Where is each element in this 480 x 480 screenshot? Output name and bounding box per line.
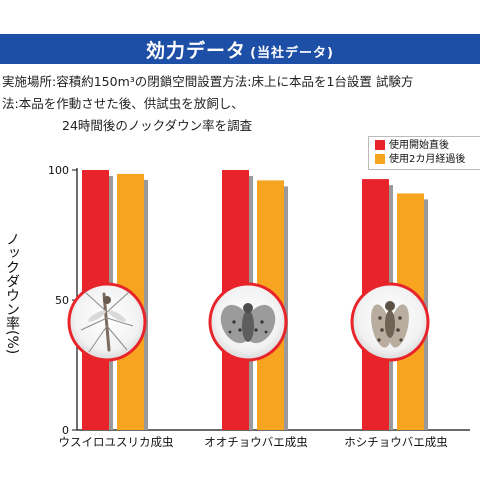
mosquito-like-midge-icon bbox=[67, 282, 147, 362]
bar-shadow bbox=[144, 179, 148, 430]
description-line-1: 実施場所:容積約150m³の閉鎖空間設置方法:床上に本品を1台設置 試験方 bbox=[2, 74, 414, 89]
spotted-moth-fly-icon bbox=[350, 282, 430, 362]
legend-item-1: 使用開始直後 bbox=[375, 139, 449, 153]
category-label-3: ホシチョウバエ成虫 bbox=[344, 435, 448, 449]
legend-swatch-2 bbox=[375, 154, 385, 164]
title-subtitle: (当社データ) bbox=[250, 46, 334, 61]
title-main: 効力データ bbox=[146, 40, 247, 62]
y-tick-label: 50 bbox=[55, 294, 69, 307]
title-band bbox=[0, 34, 480, 64]
description-line-2: 法:本品を作動させた後、供試虫を放飼し、 bbox=[2, 96, 244, 111]
y-tick-label: 0 bbox=[62, 424, 69, 437]
bar-shadow bbox=[284, 186, 288, 430]
page-title: 効力データ (当社データ) bbox=[0, 36, 480, 63]
test-description: 実施場所:容積約150m³の閉鎖空間設置方法:床上に本品を1台設置 試験方 法:… bbox=[2, 71, 480, 137]
legend-swatch-1 bbox=[375, 140, 385, 150]
y-tick-label: 100 bbox=[48, 164, 69, 177]
legend-label-2: 使用2カ月経過後 bbox=[389, 154, 466, 165]
category-label-2: オオチョウバエ成虫 bbox=[204, 435, 308, 449]
moth-fly-icon bbox=[208, 282, 288, 362]
description-line-3: 24時間後のノックダウン率を調査 bbox=[62, 118, 253, 133]
category-label-1: ウスイロユスリカ成虫 bbox=[59, 435, 174, 449]
legend-label-1: 使用開始直後 bbox=[389, 140, 449, 151]
legend: 使用開始直後 使用2カ月経過後 bbox=[368, 136, 480, 170]
legend-item-2: 使用2カ月経過後 bbox=[375, 153, 465, 167]
y-axis-label: ノックダウン率(%) bbox=[4, 232, 20, 354]
